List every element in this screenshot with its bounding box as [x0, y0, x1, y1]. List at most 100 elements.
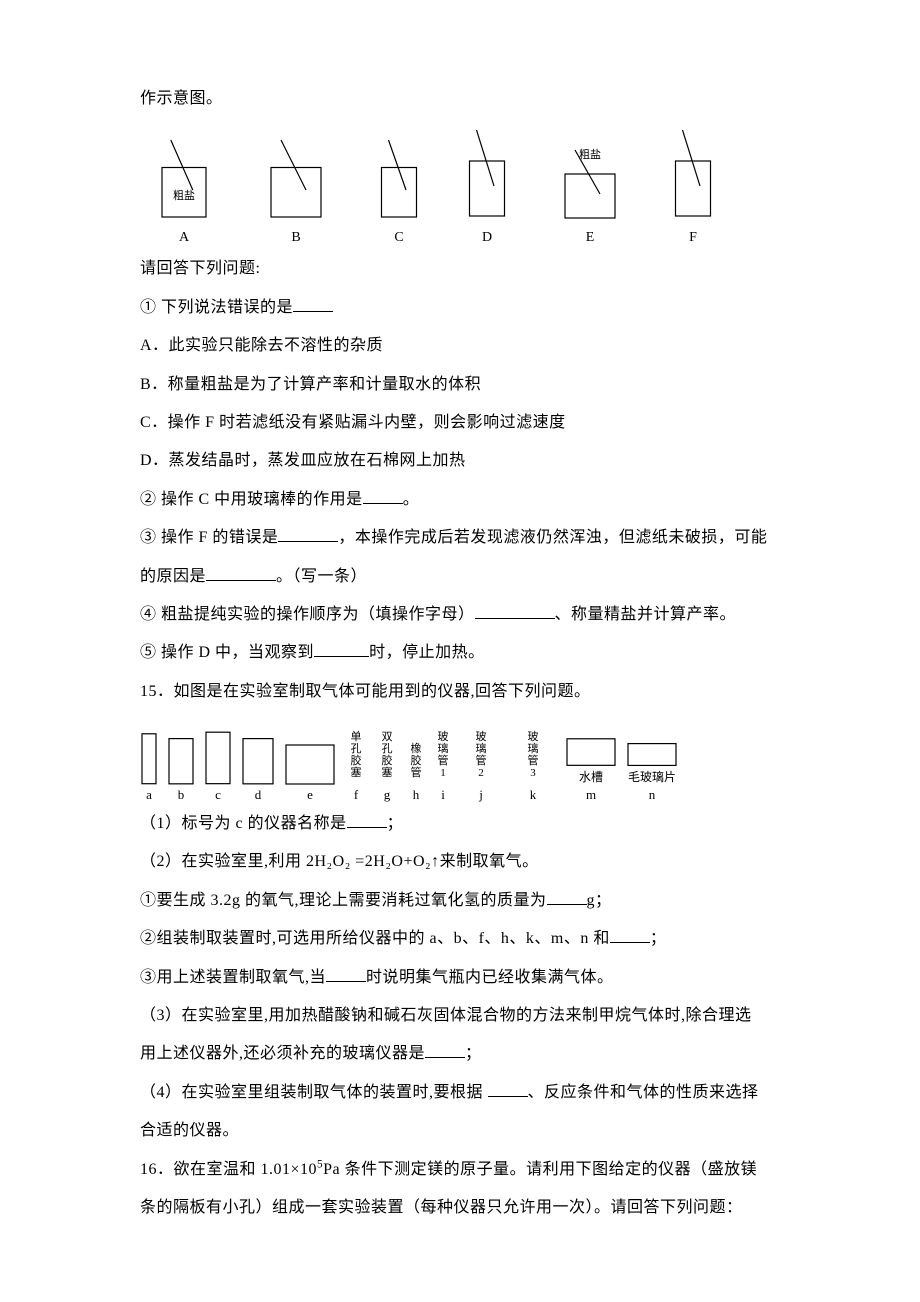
- figure-b: B: [246, 136, 346, 246]
- figure-label-e: E: [586, 230, 595, 246]
- q15-3-line1: （3）在实验室里,用加热醋酸钠和碱石灰固体混合物的方法来制甲烷气体时,除合理选: [140, 997, 780, 1035]
- q3-blank2[interactable]: [206, 565, 276, 581]
- q16-line1-pre: 16．欲在室温和 1.01×10: [140, 1161, 317, 1178]
- figure-f-diagram: [658, 126, 728, 226]
- q15-1-blank[interactable]: [347, 812, 387, 828]
- apparatus-label-g: g: [384, 787, 391, 803]
- apparatus-label-m: m: [586, 787, 596, 803]
- q4-pre: ④ 粗盐提纯实验的操作顺序为（填操作字母）: [140, 606, 475, 623]
- q15-1: （1）标号为 c 的仪器名称是 ；: [140, 805, 780, 843]
- apparatus-label-c: c: [215, 787, 221, 803]
- figure-c-diagram: [364, 136, 434, 226]
- figure-a: 粗盐A: [140, 136, 228, 246]
- apparatus-m: 水槽 m: [565, 732, 617, 803]
- apparatus-b-icon: [167, 727, 195, 785]
- q2-line: ② 操作 C 中用玻璃棒的作用是。: [140, 481, 780, 519]
- apparatus-f: 单孔胶塞f: [345, 731, 367, 803]
- q15-4-pre: （4）在实验室里组装制取气体的装置时,要根据: [140, 1084, 488, 1101]
- apparatus-label-j: j: [479, 787, 483, 803]
- q15-2-2-blank[interactable]: [610, 927, 650, 943]
- q5-blank[interactable]: [314, 641, 369, 657]
- q16-line1: 16．欲在室温和 1.01×105Pa 条件下测定镁的原子量。请利用下图给定的仪…: [140, 1151, 780, 1189]
- apparatus-f-icon: [345, 779, 367, 785]
- q15-2-2-post: ；: [650, 930, 667, 947]
- q15-2-3-pre: ③用上述装置制取氧气,当: [140, 969, 326, 986]
- apparatus-label-h: h: [413, 787, 420, 803]
- figure-e-diagram: 粗盐: [540, 146, 640, 226]
- apparatus-label-e: e: [307, 787, 313, 803]
- apparatus-j-caption: 玻璃管2: [476, 731, 487, 779]
- apparatus-i-icon: [434, 779, 452, 785]
- q3-blank1[interactable]: [278, 526, 338, 542]
- q3-pre1: ③ 操作 F 的错误是: [140, 529, 278, 546]
- q1-stem: ① 下列说法错误的是: [140, 289, 780, 327]
- q15-2-stem: （2）在实验室里,利用 2H₂O₂ =2H₂O+O₂↑来制取氧气。: [140, 843, 780, 881]
- q3-line2: 的原因是。（写一条）: [140, 558, 780, 596]
- q15-3-pre2: 用上述仪器外,还必须补充的玻璃仪器是: [140, 1045, 425, 1062]
- figure-b-diagram: [246, 136, 346, 226]
- q3-line1: ③ 操作 F 的错误是 ，本操作完成后若发现滤液仍然浑浊，但滤纸未破损，可能: [140, 519, 780, 557]
- q15-4-line1: （4）在实验室里组装制取气体的装置时,要根据 、反应条件和气体的性质来选择: [140, 1074, 780, 1112]
- figure-a-diagram: 粗盐: [140, 136, 228, 226]
- figure-d: D: [452, 126, 522, 246]
- apparatus-label-b: b: [178, 787, 185, 803]
- apparatus-k: 玻璃管3 k: [510, 731, 556, 803]
- svg-text:粗盐: 粗盐: [579, 148, 601, 161]
- q15-1-post: ；: [387, 815, 404, 832]
- q15-2-1-blank[interactable]: [547, 889, 587, 905]
- apparatus-label-i: i: [441, 787, 445, 803]
- q15-3-blank[interactable]: [425, 1042, 465, 1058]
- apparatus-b: b: [167, 727, 195, 803]
- q15-2-2: ②组装制取装置时,可选用所给仪器中的 a、b、f、h、k、m、n 和 ；: [140, 920, 780, 958]
- q1-stem-text: ① 下列说法错误的是: [140, 299, 293, 316]
- apparatus-e-icon: [284, 735, 336, 785]
- apparatus-n: 毛玻璃片n: [626, 738, 678, 803]
- q15-1-pre: （1）标号为 c 的仪器名称是: [140, 815, 347, 832]
- apparatus-i: 玻璃管1 i: [434, 731, 452, 803]
- q15-2-1-pre: ①要生成 3.2g 的氧气,理论上需要消耗过氧化氢的质量为: [140, 892, 547, 909]
- q16-line1-post: Pa 条件下测定镁的原子量。请利用下图给定的仪器（盛放镁: [323, 1161, 757, 1178]
- apparatus-n-caption: 毛玻璃片: [628, 768, 676, 785]
- figure-label-f: F: [689, 230, 697, 246]
- figure-label-c: C: [394, 230, 403, 246]
- apparatus-label-f: f: [354, 787, 358, 803]
- q4-blank[interactable]: [475, 603, 555, 619]
- apparatus-c-icon: [204, 719, 232, 785]
- q16-line2: 条的隔板有小孔）组成一套实验装置（每种仪器只允许用一次）。请回答下列问题：: [140, 1189, 780, 1227]
- q15-2-3-blank[interactable]: [326, 966, 366, 982]
- apparatus-label-k: k: [530, 787, 537, 803]
- q15-2-1: ①要生成 3.2g 的氧气,理论上需要消耗过氧化氢的质量为g；: [140, 882, 780, 920]
- apparatus-k-icon: [510, 779, 556, 785]
- figure-c: C: [364, 136, 434, 246]
- q15-2-3: ③用上述装置制取氧气,当 时说明集气瓶内已经收集满气体。: [140, 959, 780, 997]
- q1-opt-d: D．蒸发结晶时，蒸发皿应放在石棉网上加热: [140, 442, 780, 480]
- q15-4-post: 、反应条件和气体的性质来选择: [528, 1084, 759, 1101]
- apparatus-g: 双孔胶塞g: [376, 731, 398, 803]
- apparatus-d: d: [241, 727, 275, 803]
- apparatus-label-a: a: [146, 787, 152, 803]
- q2-pre: ② 操作 C 中用玻璃棒的作用是: [140, 491, 363, 508]
- q3-mid1: ，本操作完成后若发现滤液仍然浑浊，但滤纸未破损，可能: [338, 529, 767, 546]
- q5-line: ⑤ 操作 D 中，当观察到时，停止加热。: [140, 634, 780, 672]
- q2-blank[interactable]: [363, 488, 403, 504]
- q3-post2: 。（写一条）: [276, 568, 367, 585]
- q15-4-line2: 合适的仪器。: [140, 1112, 780, 1150]
- apparatus-label-d: d: [255, 787, 262, 803]
- figure-e: 粗盐 E: [540, 146, 640, 246]
- figure-d-diagram: [452, 126, 522, 226]
- apparatus-m-caption: 水槽: [579, 768, 603, 785]
- q15-4-blank[interactable]: [488, 1081, 528, 1097]
- figure-label-b: B: [291, 230, 300, 246]
- figure-f: F: [658, 126, 728, 246]
- q15-2-2-pre: ②组装制取装置时,可选用所给仪器中的 a、b、f、h、k、m、n 和: [140, 930, 610, 947]
- apparatus-h: 橡胶管h: [407, 743, 425, 803]
- apparatus-n-icon: [626, 738, 678, 766]
- q15-2-3-post: 时说明集气瓶内已经收集满气体。: [366, 969, 614, 986]
- apparatus-k-caption: 玻璃管3: [528, 731, 539, 779]
- apparatus-i-caption: 玻璃管1: [438, 731, 449, 779]
- q1-blank[interactable]: [293, 296, 333, 312]
- q5-pre: ⑤ 操作 D 中，当观察到: [140, 644, 314, 661]
- q15-3-post2: ；: [465, 1045, 482, 1062]
- q1-opt-b: B．称量粗盐是为了计算产率和计量取水的体积: [140, 366, 780, 404]
- apparatus-g-icon: [376, 779, 398, 785]
